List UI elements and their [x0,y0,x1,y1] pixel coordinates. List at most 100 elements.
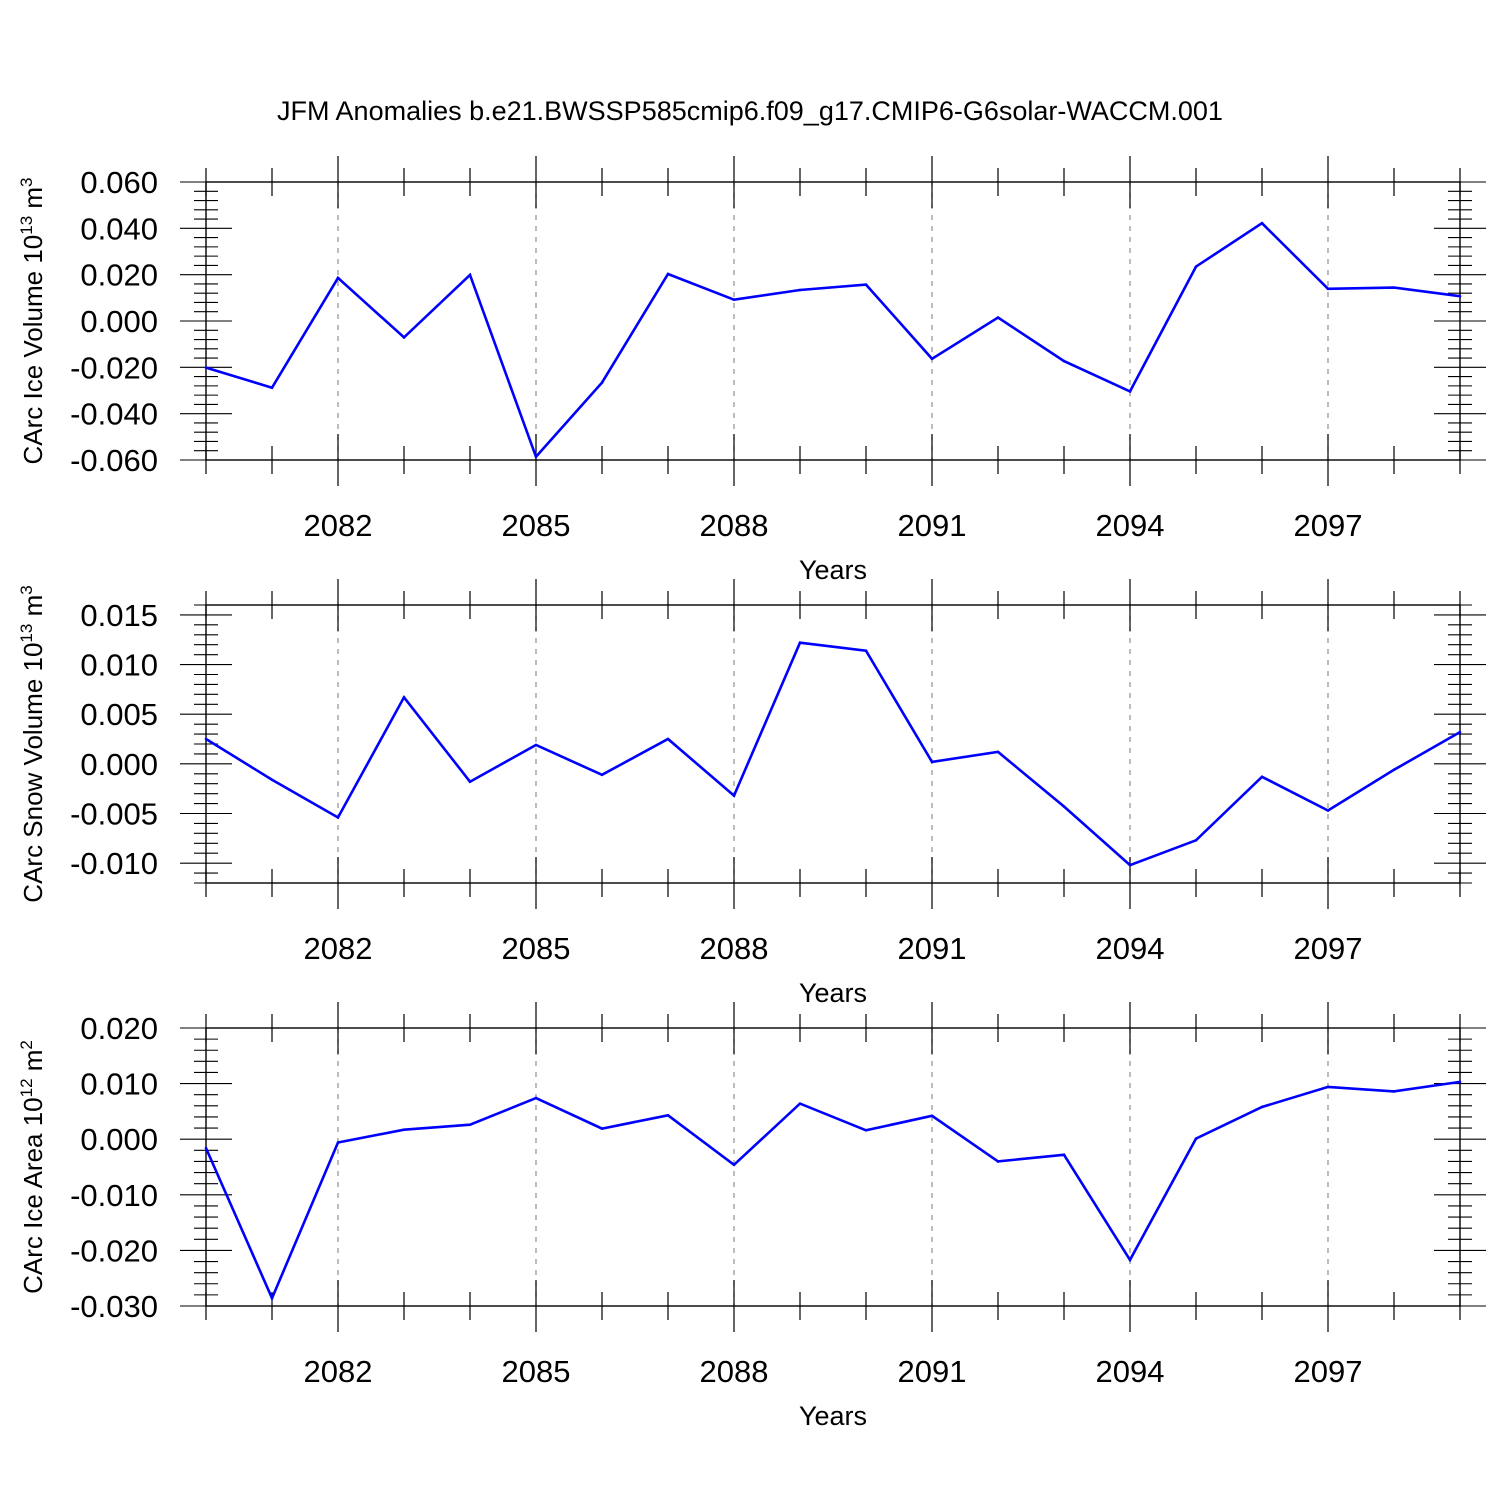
x-tick-label: 2094 [1096,1354,1165,1389]
data-point [402,696,406,699]
data-point [1458,730,1462,734]
y-tick-label: 0.040 [80,211,158,246]
data-point [534,1096,538,1100]
data-point [798,288,802,292]
data-point [1458,1080,1462,1084]
data-point [270,778,274,782]
data-point [1392,1090,1396,1093]
data-point [1062,1153,1066,1157]
x-axis-label: Years [799,978,867,1008]
data-point [600,773,604,777]
data-point [798,641,802,645]
x-tick-label: 2088 [700,931,769,966]
data-point [1326,287,1330,291]
x-tick-label: 2082 [304,1354,373,1389]
y-tick-label: 0.020 [80,1011,158,1046]
data-point [1392,768,1396,772]
x-tick-label: 2088 [700,1354,769,1389]
data-point [1194,265,1198,268]
x-tick-label: 2091 [898,508,967,543]
data-point [1062,359,1066,363]
plot-frame [205,1027,1461,1307]
y-tick-label: -0.005 [70,797,158,832]
x-tick-label: 2091 [898,931,967,966]
data-point [666,272,670,276]
data-point [468,1123,472,1127]
data-point [336,1141,340,1144]
data-point [666,1113,670,1117]
x-axis-label: Years [799,555,867,585]
data-point [204,1146,208,1150]
data-point [798,1102,802,1105]
y-axis-label: CArc Ice Volume 1013 m3 [17,177,48,464]
x-tick-label: 2097 [1294,1354,1363,1389]
series-line [204,1080,1461,1302]
data-point [1260,221,1264,225]
data-point [1326,809,1330,812]
data-point [336,816,340,819]
y-axis-label: CArc Ice Area 1012 m2 [17,1040,48,1294]
chart-panel-1: 0.060 0.040 0.020 0.000 -0.020 -0.040 -0.060 20… [17,156,1486,585]
y-tick-label: -0.020 [70,1233,158,1268]
data-point [1260,1105,1264,1109]
y-tick-label: 0.010 [80,1067,158,1102]
data-point [468,780,472,784]
data-point [666,737,670,741]
data-point [864,283,868,286]
y-tick-label: 0.000 [80,304,158,339]
data-point [1458,294,1462,298]
data-point [864,649,868,652]
data-point [1128,1258,1132,1262]
x-tick-label: 2097 [1294,508,1363,543]
data-point [864,1129,868,1132]
y-tick-label: -0.010 [70,1178,158,1213]
series-line [205,641,1461,867]
data-point [270,1296,274,1300]
data-point [1392,286,1396,289]
data-point [1128,863,1132,867]
data-point [930,1114,934,1118]
data-point [534,743,538,747]
y-tick-label: 0.000 [80,1122,158,1157]
data-point [204,737,208,741]
y-axis-label: CArc Snow Volume 1013 m3 [17,585,48,902]
data-point [600,1127,604,1130]
x-tick-label: 2097 [1294,931,1363,966]
x-tick-label: 2085 [502,508,571,543]
data-point [600,381,604,384]
data-point [1194,839,1198,842]
data-point [534,455,538,459]
plot-frame [205,181,1461,461]
x-tick-label: 2082 [304,931,373,966]
x-axis-label: Years [799,1401,867,1431]
y-tick-label: 0.010 [80,648,158,683]
data-point [270,386,274,390]
data-point [732,1163,736,1167]
y-tick-label: -0.060 [70,443,158,478]
y-tick-label: -0.010 [70,846,158,881]
chart-panel-3: 0.020 0.010 0.000 -0.010 -0.020 -0.030 2082 208… [17,1002,1486,1431]
data-point [732,794,736,797]
y-tick-label: -0.040 [70,397,158,432]
data-point [732,298,736,301]
data-point [1194,1137,1198,1140]
data-point [402,1128,406,1132]
y-tick-label: 0.005 [80,697,158,732]
data-point [468,273,472,277]
series-line [205,221,1461,460]
y-tick-label: 0.000 [80,747,158,782]
data-point [1062,805,1066,808]
data-point [996,316,1000,319]
data-point [930,760,934,764]
y-tick-label: 0.015 [80,598,158,633]
data-point [402,336,406,339]
chart-title: JFM Anomalies b.e21.BWSSP585cmip6.f09_g1… [277,96,1223,126]
x-tick-label: 2094 [1096,931,1165,966]
data-point [336,276,340,280]
x-tick-label: 2082 [304,508,373,543]
x-tick-label: 2085 [502,931,571,966]
data-point [996,750,1000,754]
y-tick-label: 0.060 [80,165,158,200]
